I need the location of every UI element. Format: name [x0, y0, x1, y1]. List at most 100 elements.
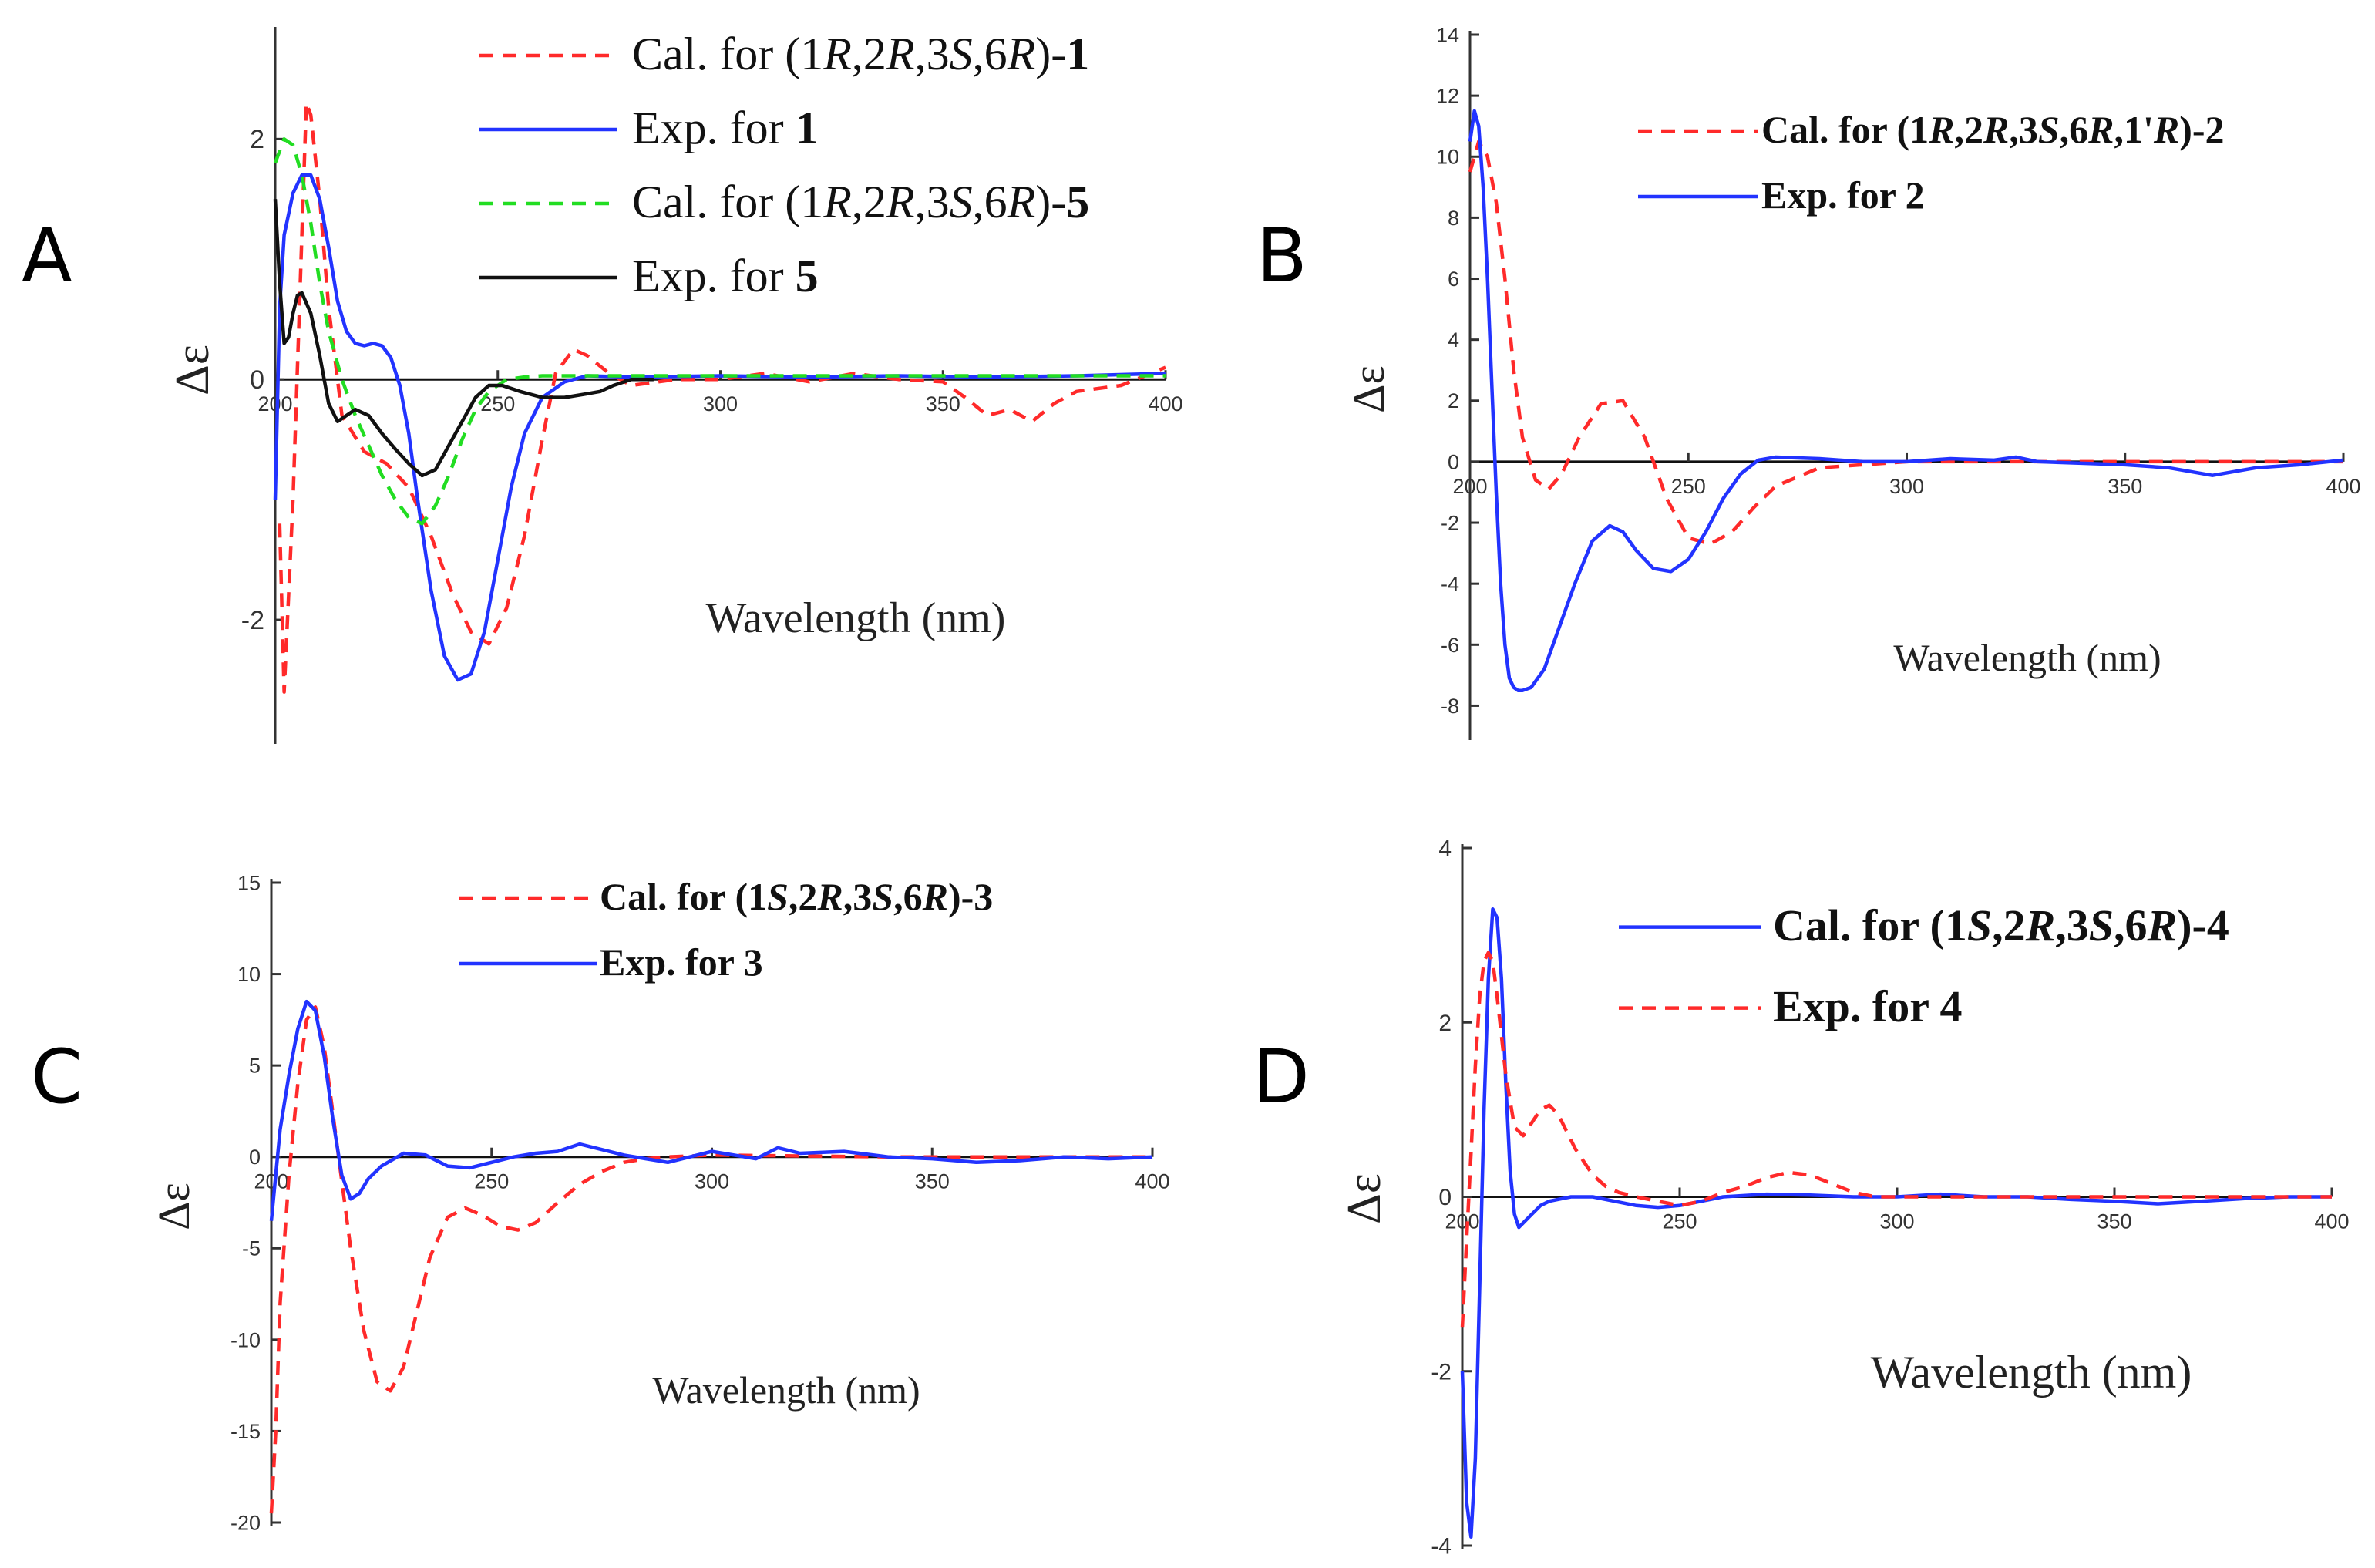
series-line	[273, 137, 1166, 526]
y-tick-label: 10	[237, 963, 261, 986]
x-tick-label: 300	[1889, 475, 1924, 498]
legend-label-segment: Exp. for 2	[1761, 173, 1925, 217]
y-tick-label: 4	[1448, 328, 1459, 352]
legend-label-segment: 5	[796, 251, 819, 301]
y-tick-label: -2	[1441, 511, 1459, 534]
series-line	[1468, 109, 2344, 692]
panel-letter: B	[1256, 213, 1307, 299]
legend-label-segment: S	[1967, 900, 1992, 951]
x-axis-title: Wavelength (nm)	[1871, 1347, 2192, 1398]
legend-label-segment: R	[886, 29, 915, 79]
y-tick-label: 0	[1438, 1185, 1452, 1210]
x-tick-label: 300	[703, 392, 738, 416]
x-tick-label: 200	[257, 392, 292, 416]
legend-label-segment: ,3	[915, 177, 950, 227]
x-tick-label: 250	[1671, 475, 1706, 498]
legend-label-segment: ,3	[915, 29, 950, 79]
y-tick-label: -8	[1441, 695, 1459, 718]
legend-label: Cal. for (1R,2R,3S,6R)-1	[632, 29, 1089, 79]
legend-label-segment: Exp. for 3	[600, 940, 763, 984]
legend-label-segment: ,3	[843, 875, 873, 918]
legend-label-segment: Cal. for (1	[632, 29, 823, 79]
x-tick-label: 200	[254, 1170, 288, 1193]
legend-label: Cal. for (1R,2R,3S,6R)-5	[632, 177, 1089, 227]
series-line	[1460, 951, 2332, 1328]
legend-label-segment: ,6	[2060, 108, 2089, 151]
series-line	[269, 1005, 1152, 1514]
y-axis-title: Δε	[149, 1183, 199, 1230]
legend-label-segment: ,2	[1992, 900, 2026, 951]
x-tick-label: 250	[1662, 1210, 1697, 1233]
series-line	[1468, 140, 2343, 546]
legend-label-segment: ,2	[852, 177, 886, 227]
legend-label-segment: Cal. for (1	[1761, 108, 1929, 151]
x-tick-label: 200	[1452, 475, 1487, 498]
legend-label: Cal. for (1S,2R,3S,6R)-3	[600, 875, 993, 918]
legend-label-segment: )-3	[948, 875, 993, 918]
legend-label-segment: R	[1007, 177, 1036, 227]
y-tick-label: 2	[1438, 1011, 1452, 1036]
panel-letter: D	[1253, 1034, 1310, 1120]
legend-label-segment: )-	[1035, 29, 1066, 79]
y-tick-label: -4	[1441, 573, 1459, 596]
y-axis-title: Δε	[1344, 365, 1394, 413]
x-tick-label: 350	[2097, 1210, 2131, 1233]
x-tick-label: 400	[1148, 392, 1182, 416]
legend-label-segment: )-4	[2177, 900, 2229, 951]
legend-label: Exp. for 4	[1773, 981, 1962, 1031]
x-tick-label: 200	[1445, 1210, 1479, 1233]
legend-label-segment: R	[922, 875, 948, 918]
x-tick-label: 300	[695, 1170, 729, 1193]
legend-label: Exp. for 1	[632, 103, 819, 153]
y-axis-title: Δε	[1338, 1173, 1391, 1224]
y-tick-label: 0	[1448, 450, 1459, 473]
legend-label-segment: R	[816, 875, 843, 918]
series-line	[278, 101, 1166, 694]
legend-label-segment: Cal. for (1	[600, 875, 767, 918]
legend-label-segment: Cal. for (1	[632, 177, 823, 227]
y-tick-label: 2	[1448, 389, 1459, 412]
x-tick-label: 350	[2108, 475, 2142, 498]
legend-label-segment: R	[1007, 29, 1036, 79]
panel-c: C -20 -15 -10 -5 0 5 10 15 200 250 300 350 400 Wavelen…	[31, 871, 1170, 1534]
y-tick-label: 4	[1438, 836, 1452, 862]
y-tick-label: 5	[249, 1055, 261, 1078]
y-tick-label: 12	[1436, 85, 1459, 108]
legend-label-segment: ,2	[852, 29, 886, 79]
x-axis-title: Wavelength (nm)	[652, 1368, 920, 1412]
series-line	[269, 999, 1153, 1221]
legend-label-segment: )-	[1035, 177, 1066, 227]
y-tick-label: 14	[1436, 23, 1459, 46]
y-tick-label: -20	[230, 1511, 261, 1534]
legend-label-segment: R	[2147, 900, 2178, 951]
legend-label-segment: R	[2153, 108, 2179, 151]
legend-label-segment: Exp. for	[632, 103, 796, 153]
x-tick-label: 300	[1879, 1210, 1914, 1233]
legend-label: Exp. for 3	[600, 940, 763, 984]
y-axis-title: Δε	[167, 345, 219, 395]
y-tick-label: -2	[241, 606, 264, 635]
legend-label-segment: ,1'	[2114, 108, 2153, 151]
legend-label-segment: ,6	[973, 29, 1008, 79]
legend-label-segment: R	[886, 177, 915, 227]
y-tick-label: -5	[242, 1237, 261, 1260]
legend-label-segment: R	[2087, 108, 2114, 151]
legend-label: Exp. for 2	[1761, 173, 1925, 217]
x-tick-label: 400	[1135, 1170, 1169, 1193]
legend-label-segment: ,2	[789, 875, 818, 918]
y-tick-label: 8	[1448, 207, 1459, 230]
legend-label-segment: ,6	[2114, 900, 2148, 951]
legend-label-segment: S	[950, 177, 973, 227]
legend-label-segment: 1	[796, 103, 819, 153]
x-tick-label: 350	[915, 1170, 950, 1193]
legend-label-segment: ,6	[893, 875, 923, 918]
legend-label-segment: Exp. for 4	[1773, 981, 1962, 1031]
legend-label-segment: S	[767, 875, 789, 918]
legend-label-segment: ,3	[2055, 900, 2089, 951]
legend-label-segment: Exp. for	[632, 251, 796, 301]
y-tick-label: -6	[1441, 634, 1459, 657]
legend-label: Exp. for 5	[632, 251, 819, 301]
legend-label-segment: Cal. for (1	[1773, 900, 1967, 951]
